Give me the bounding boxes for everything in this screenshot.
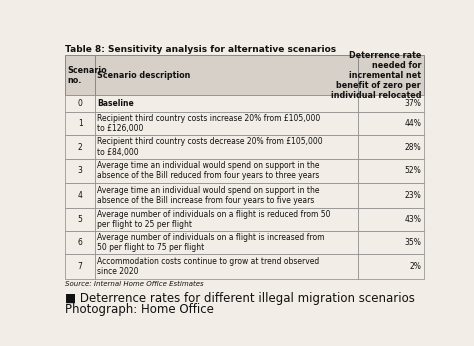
Bar bbox=[65, 254, 95, 279]
Text: 5: 5 bbox=[78, 215, 82, 224]
Text: 35%: 35% bbox=[404, 238, 421, 247]
Text: Average number of individuals on a flight is increased from
50 per flight to 75 : Average number of individuals on a fligh… bbox=[97, 233, 325, 252]
Bar bbox=[95, 95, 358, 112]
Bar bbox=[65, 208, 95, 231]
Bar bbox=[358, 158, 423, 183]
Text: 43%: 43% bbox=[404, 215, 421, 224]
Text: Recipient third country costs decrease 20% from £105,000
to £84,000: Recipient third country costs decrease 2… bbox=[97, 137, 323, 156]
Bar bbox=[65, 158, 95, 183]
Bar bbox=[358, 208, 423, 231]
Text: Average time an individual would spend on support in the
absence of the Bill red: Average time an individual would spend o… bbox=[97, 161, 320, 180]
Bar bbox=[358, 112, 423, 136]
Bar bbox=[65, 183, 95, 208]
Text: 7: 7 bbox=[78, 262, 82, 271]
Bar bbox=[65, 231, 95, 254]
Bar bbox=[95, 55, 358, 95]
Bar bbox=[95, 208, 358, 231]
Text: ■ Deterrence rates for different illegal migration scenarios: ■ Deterrence rates for different illegal… bbox=[65, 292, 415, 305]
Text: Deterrence rate
needed for
incremental net
benefit of zero per
individual reloca: Deterrence rate needed for incremental n… bbox=[331, 51, 421, 100]
Bar bbox=[358, 254, 423, 279]
Text: Baseline: Baseline bbox=[97, 99, 134, 108]
Text: 1: 1 bbox=[78, 119, 82, 128]
Bar bbox=[95, 158, 358, 183]
Text: 44%: 44% bbox=[404, 119, 421, 128]
Bar bbox=[358, 95, 423, 112]
Text: Accommodation costs continue to grow at trend observed
since 2020: Accommodation costs continue to grow at … bbox=[97, 257, 319, 276]
Text: Recipient third country costs increase 20% from £105,000
to £126,000: Recipient third country costs increase 2… bbox=[97, 115, 320, 134]
Bar bbox=[358, 55, 423, 95]
Text: 2: 2 bbox=[78, 143, 82, 152]
Text: 23%: 23% bbox=[404, 191, 421, 200]
Bar bbox=[65, 95, 95, 112]
Text: 52%: 52% bbox=[404, 166, 421, 175]
Text: Scenario
no.: Scenario no. bbox=[68, 66, 108, 85]
Bar bbox=[65, 136, 95, 158]
Text: 28%: 28% bbox=[404, 143, 421, 152]
Text: Source: Internal Home Office Estimates: Source: Internal Home Office Estimates bbox=[65, 281, 204, 287]
Text: 4: 4 bbox=[78, 191, 82, 200]
Bar bbox=[358, 231, 423, 254]
Text: 6: 6 bbox=[78, 238, 82, 247]
Bar bbox=[358, 136, 423, 158]
Text: Average number of individuals on a flight is reduced from 50
per flight to 25 pe: Average number of individuals on a fligh… bbox=[97, 210, 331, 229]
Bar bbox=[95, 231, 358, 254]
Bar bbox=[95, 183, 358, 208]
Bar bbox=[95, 112, 358, 136]
Text: 37%: 37% bbox=[404, 99, 421, 108]
Text: 0: 0 bbox=[78, 99, 82, 108]
Bar bbox=[95, 254, 358, 279]
Text: Scenario description: Scenario description bbox=[97, 71, 191, 80]
Text: Photograph: Home Office: Photograph: Home Office bbox=[65, 302, 214, 316]
Bar bbox=[65, 55, 95, 95]
Bar bbox=[95, 136, 358, 158]
Text: 2%: 2% bbox=[410, 262, 421, 271]
Text: 3: 3 bbox=[78, 166, 82, 175]
Bar bbox=[358, 183, 423, 208]
Text: Average time an individual would spend on support in the
absence of the Bill inc: Average time an individual would spend o… bbox=[97, 186, 320, 205]
Bar bbox=[65, 112, 95, 136]
Text: Table 8: Sensitivity analysis for alternative scenarios: Table 8: Sensitivity analysis for altern… bbox=[65, 45, 337, 54]
